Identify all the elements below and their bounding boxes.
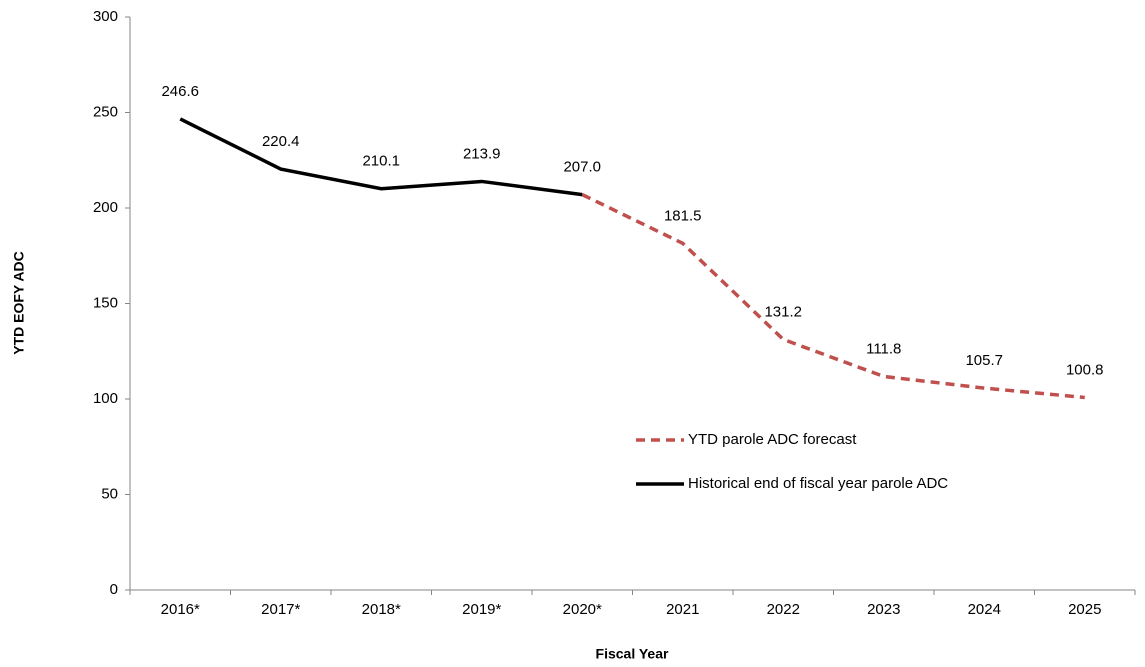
x-tick-label: 2023	[867, 601, 900, 618]
data-label: 111.8	[866, 340, 901, 357]
x-tick-label: 2017*	[261, 601, 300, 618]
legend-label: YTD parole ADC forecast	[688, 431, 857, 448]
y-tick-label: 50	[101, 485, 118, 502]
data-label: 207.0	[563, 159, 601, 176]
series-line	[179, 117, 583, 197]
series-line	[581, 193, 1085, 400]
x-tick-label: 2020*	[563, 601, 602, 618]
data-label: 246.6	[161, 83, 199, 100]
x-tick-label: 2018*	[362, 601, 401, 618]
x-axis-title: Fiscal Year	[596, 646, 669, 662]
y-tick-label: 0	[110, 581, 118, 598]
x-tick-label: 2022	[767, 601, 800, 618]
x-tick-label: 2019*	[462, 601, 501, 618]
x-tick-label: 2016*	[161, 601, 200, 618]
data-label: 220.4	[262, 133, 300, 150]
x-tick-label: 2021	[666, 601, 699, 618]
data-label: 131.2	[764, 303, 802, 320]
y-tick-label: 250	[93, 103, 118, 120]
y-tick-label: 100	[93, 390, 118, 407]
data-label: 210.1	[362, 153, 400, 170]
x-tick-label: 2024	[968, 601, 1001, 618]
x-tick-label: 2025	[1068, 601, 1101, 618]
data-label: 105.7	[965, 352, 1003, 369]
data-label: 181.5	[664, 207, 702, 224]
y-tick-label: 150	[93, 294, 118, 311]
y-tick-label: 300	[93, 8, 118, 25]
data-label: 100.8	[1066, 361, 1104, 378]
legend-label: Historical end of fiscal year parole ADC	[688, 475, 948, 492]
data-label: 213.9	[463, 145, 501, 162]
y-axis-title: YTD EOFY ADC	[11, 251, 27, 354]
y-tick-label: 200	[93, 199, 118, 216]
